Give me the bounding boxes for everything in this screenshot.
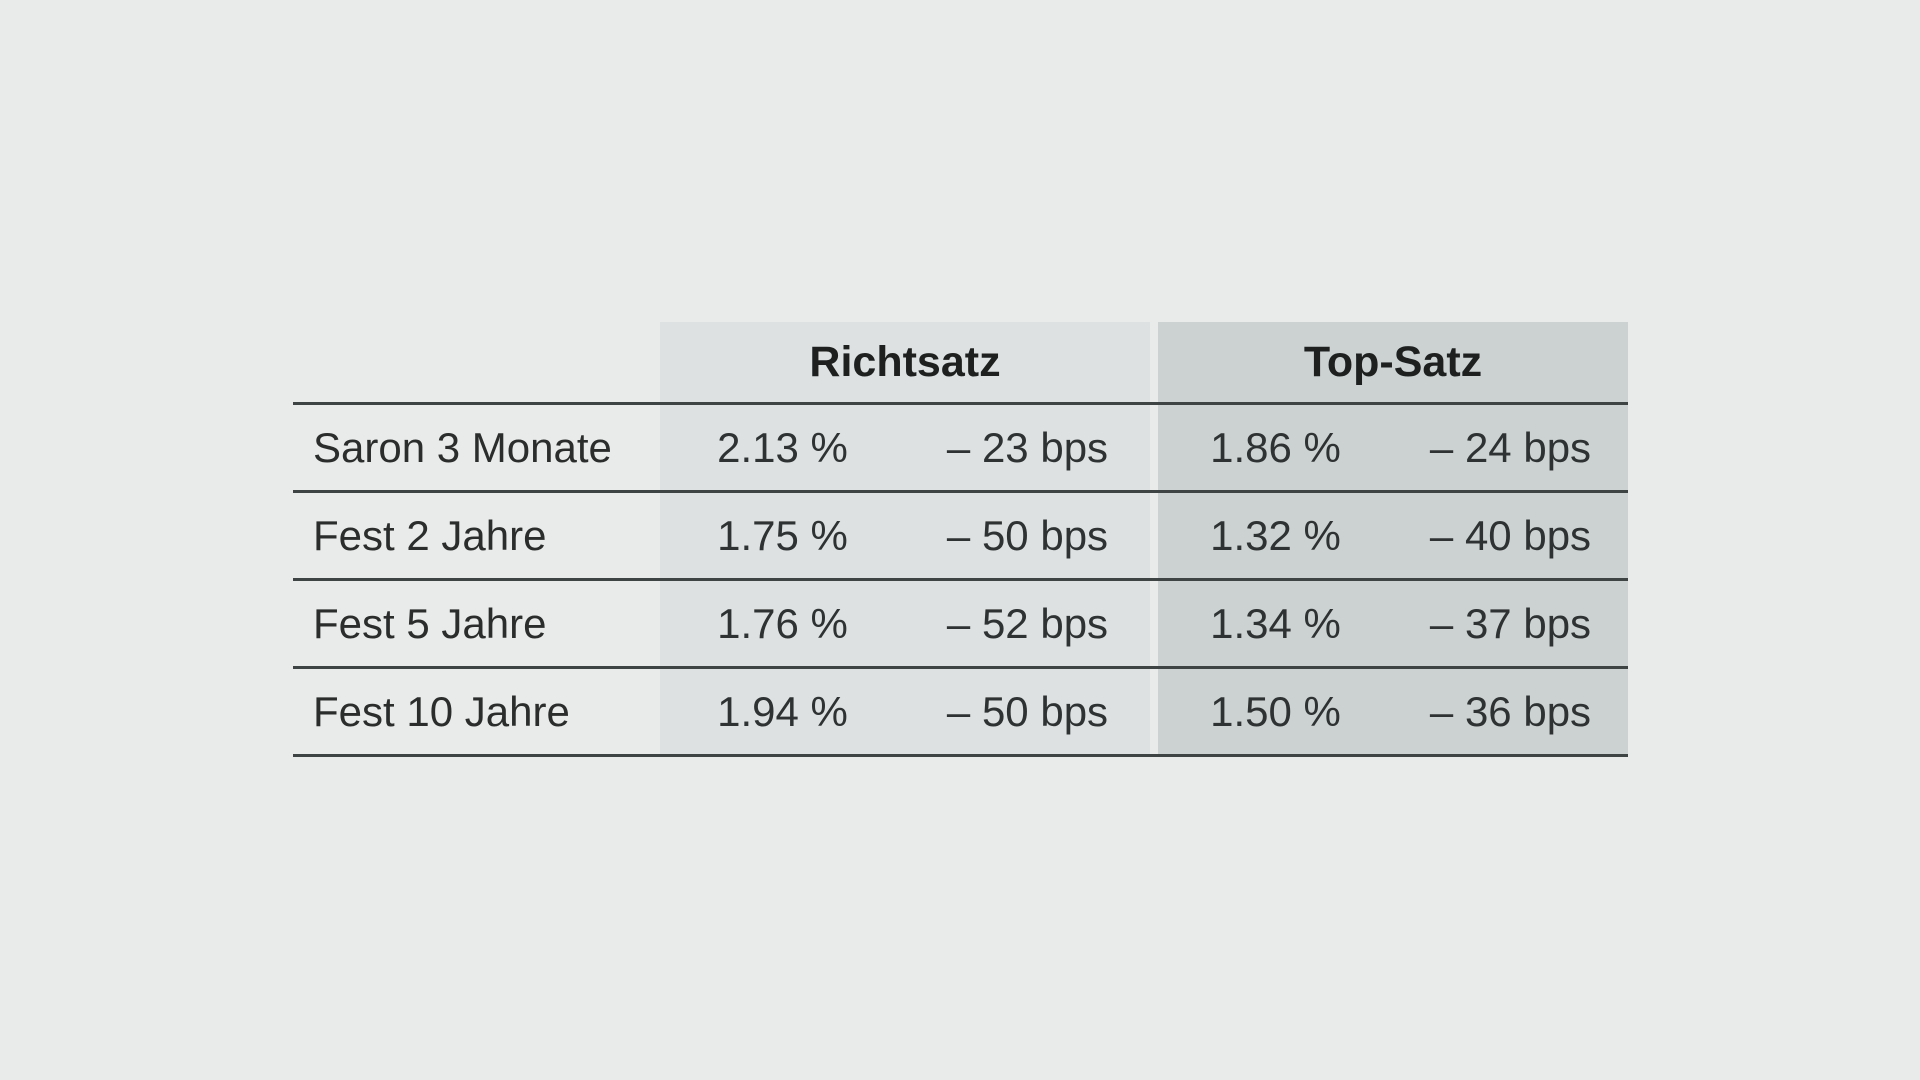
topsatz-rate: 1.34 % [1210, 599, 1341, 647]
column-group-gap [1150, 493, 1158, 578]
row-label: Fest 10 Jahre [313, 687, 570, 735]
row-divider-rule [293, 666, 1628, 669]
table-row-fest-2-jahre: Fest 2 Jahre 1.75 % – 50 bps 1.32 % – 40… [293, 493, 1628, 578]
topsatz-rate: 1.32 % [1210, 511, 1341, 559]
topsatz-rate: 1.86 % [1210, 423, 1341, 471]
table-row-saron-3-monate: Saron 3 Monate 2.13 % – 23 bps 1.86 % – … [293, 405, 1628, 490]
richtsatz-rate: 1.76 % [717, 599, 848, 647]
header-divider-rule [293, 402, 1628, 405]
column-header-topsatz: Top-Satz [1158, 322, 1628, 402]
richtsatz-change: – 52 bps [946, 599, 1109, 647]
topsatz-cell: 1.86 % – 24 bps [1158, 405, 1628, 490]
column-header-richtsatz-label: Richtsatz [809, 337, 1001, 386]
richtsatz-cell: 2.13 % – 23 bps [660, 405, 1150, 490]
column-group-gap [1150, 405, 1158, 490]
topsatz-cell: 1.34 % – 37 bps [1158, 581, 1628, 666]
topsatz-rate: 1.50 % [1210, 687, 1341, 735]
topsatz-change: – 37 bps [1429, 599, 1592, 647]
topsatz-cell: 1.50 % – 36 bps [1158, 669, 1628, 754]
table-header-row: Richtsatz Top-Satz [293, 322, 1628, 402]
richtsatz-change: – 50 bps [946, 687, 1109, 735]
row-divider-rule [293, 578, 1628, 581]
richtsatz-rate: 1.75 % [717, 511, 848, 559]
richtsatz-rate: 1.94 % [717, 687, 848, 735]
column-group-gap [1150, 581, 1158, 666]
column-group-gap [1150, 322, 1158, 402]
row-label-cell: Saron 3 Monate [293, 405, 660, 490]
row-label: Saron 3 Monate [313, 423, 612, 471]
row-label-cell: Fest 10 Jahre [293, 669, 660, 754]
table-row-fest-5-jahre: Fest 5 Jahre 1.76 % – 52 bps 1.34 % – 37… [293, 581, 1628, 666]
topsatz-change: – 40 bps [1429, 511, 1592, 559]
table-bottom-rule [293, 754, 1628, 757]
row-label-cell: Fest 2 Jahre [293, 493, 660, 578]
row-label-cell: Fest 5 Jahre [293, 581, 660, 666]
topsatz-change: – 36 bps [1429, 687, 1592, 735]
richtsatz-cell: 1.75 % – 50 bps [660, 493, 1150, 578]
richtsatz-cell: 1.94 % – 50 bps [660, 669, 1150, 754]
column-header-topsatz-label: Top-Satz [1303, 337, 1483, 386]
row-label: Fest 5 Jahre [313, 599, 547, 647]
richtsatz-rate: 2.13 % [717, 423, 848, 471]
column-header-richtsatz: Richtsatz [660, 322, 1150, 402]
richtsatz-change: – 50 bps [946, 511, 1109, 559]
row-label: Fest 2 Jahre [313, 511, 547, 559]
richtsatz-change: – 23 bps [946, 423, 1109, 471]
table-row-fest-10-jahre: Fest 10 Jahre 1.94 % – 50 bps 1.50 % – 3… [293, 669, 1628, 754]
row-divider-rule [293, 490, 1628, 493]
header-empty-cell [293, 322, 660, 402]
richtsatz-cell: 1.76 % – 52 bps [660, 581, 1150, 666]
interest-rates-table: Richtsatz Top-Satz Saron 3 Monate 2.13 %… [293, 322, 1628, 757]
column-group-gap [1150, 669, 1158, 754]
topsatz-change: – 24 bps [1429, 423, 1592, 471]
topsatz-cell: 1.32 % – 40 bps [1158, 493, 1628, 578]
